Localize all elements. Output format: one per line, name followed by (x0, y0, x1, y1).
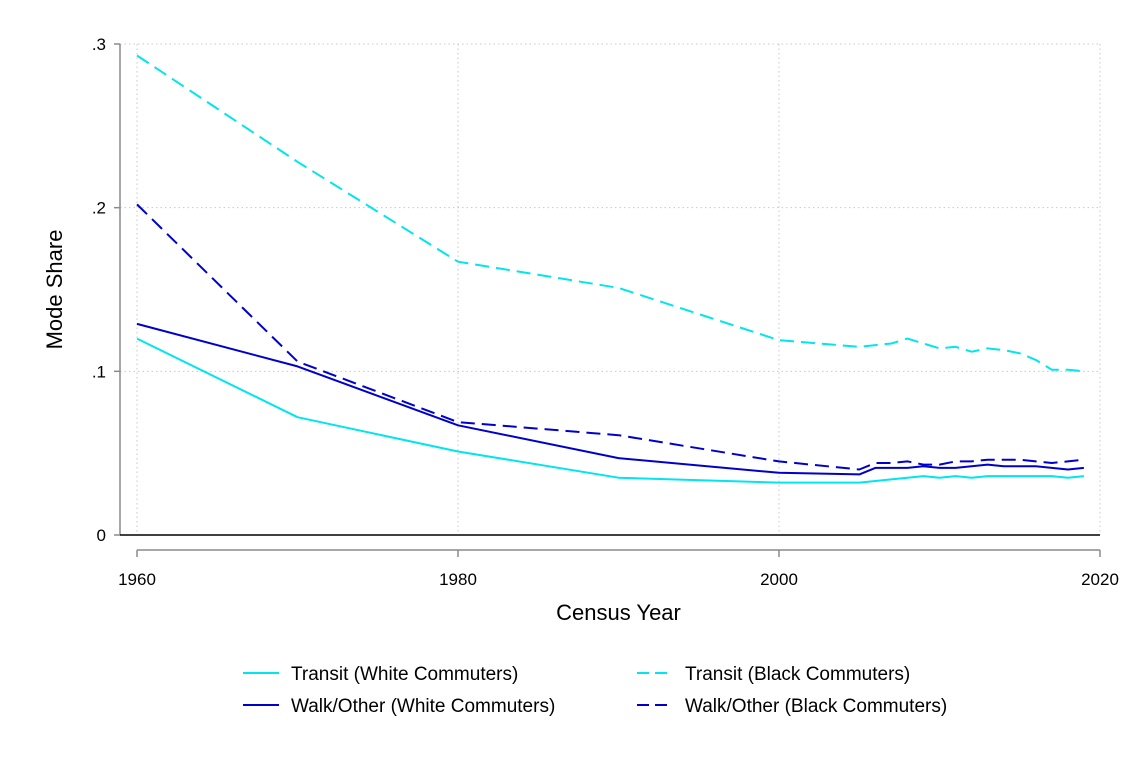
axes (114, 43, 1101, 557)
y-tick-label: .1 (92, 362, 106, 381)
x-tick-label: 1960 (118, 570, 156, 589)
legend-label-3: Walk/Other (White Commuters) (291, 696, 555, 717)
x-axis-title: Census Year (556, 600, 681, 625)
series-line-4 (136, 203, 1085, 471)
series-line-1 (136, 337, 1084, 484)
tick-labels: 0 .1 .2 .3 1960 1980 2000 2020 (92, 35, 1119, 589)
y-tick-label: .2 (92, 199, 106, 218)
y-tick-label: 0 (97, 526, 106, 545)
x-tick-label: 1980 (439, 570, 477, 589)
legend-label-2: Transit (Black Commuters) (685, 664, 910, 685)
x-tick-label: 2000 (760, 570, 798, 589)
series-line-2 (136, 54, 1084, 373)
y-axis-title: Mode Share (42, 230, 67, 350)
legend-label-4: Walk/Other (Black Commuters) (685, 696, 947, 717)
y-tick-label: .3 (92, 35, 106, 54)
gridlines (120, 43, 1101, 535)
legend-label-1: Transit (White Commuters) (291, 664, 518, 685)
legend: Transit (White Commuters) Transit (Black … (243, 664, 947, 717)
x-tick-label: 2020 (1081, 570, 1119, 589)
series-line-3 (136, 322, 1084, 476)
series-lines (136, 54, 1085, 484)
